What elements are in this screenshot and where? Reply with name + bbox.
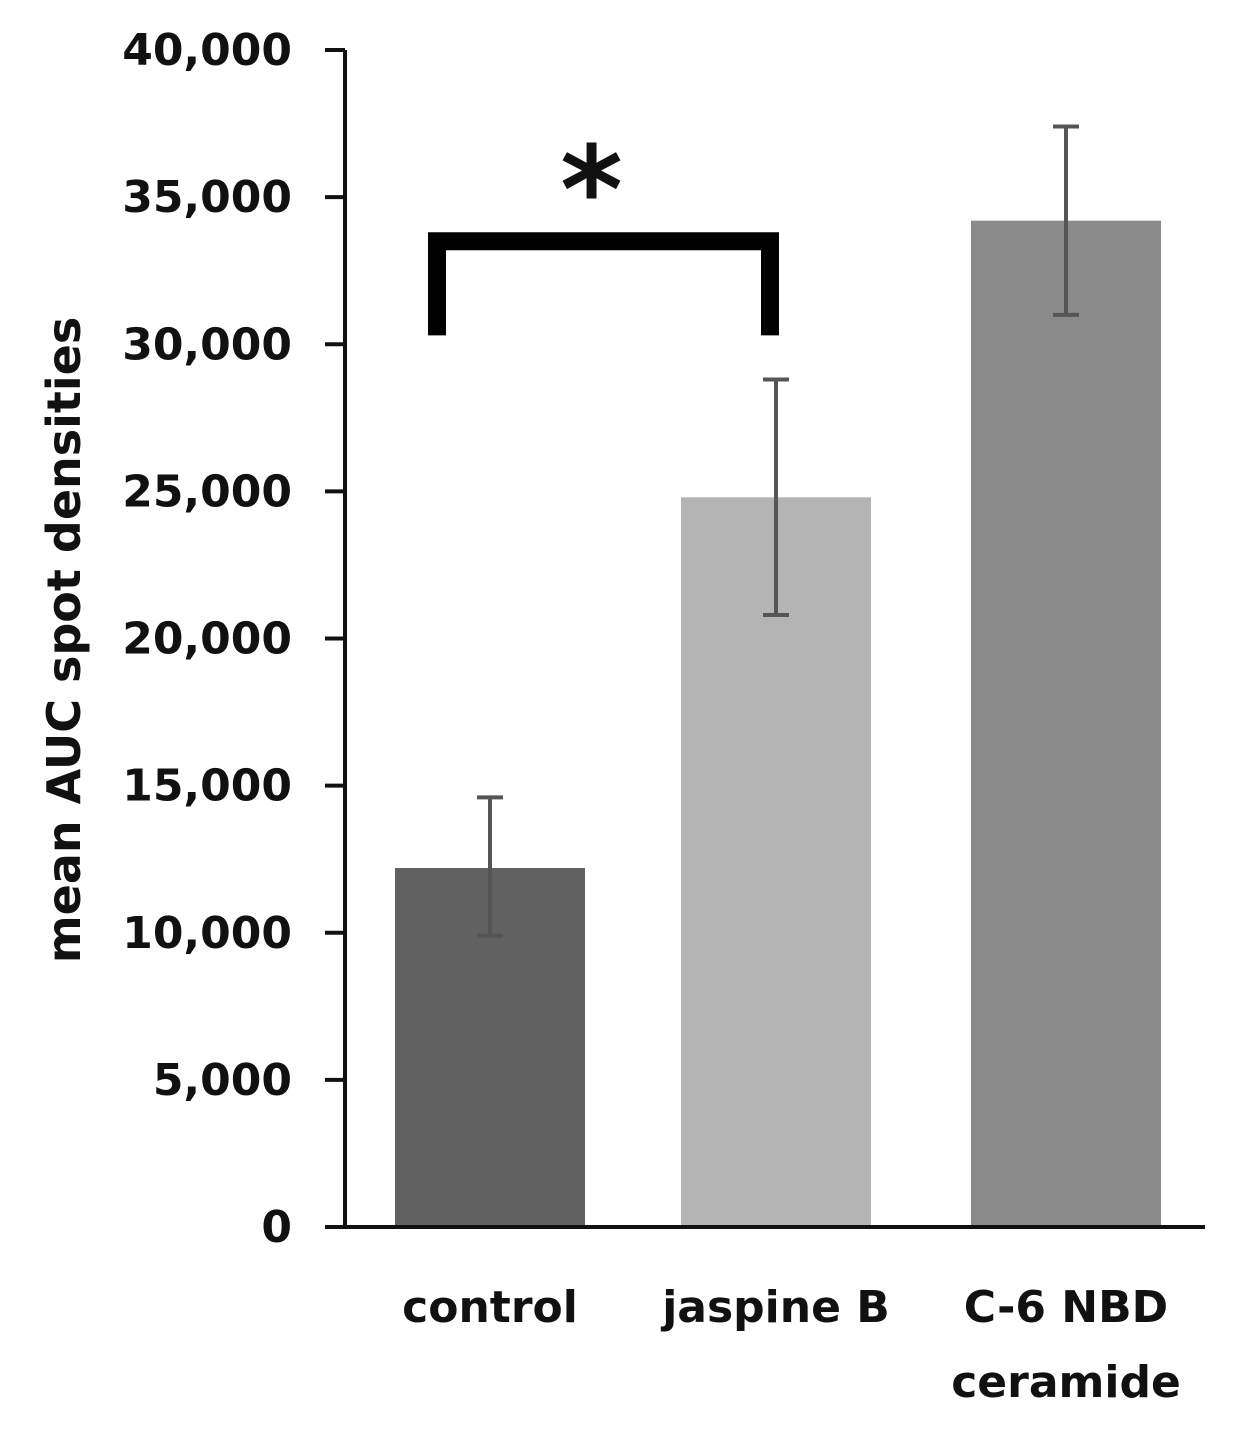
y-tick-label: 5,000 [153, 1055, 292, 1106]
x-category-label: ceramide [951, 1357, 1181, 1408]
bar-3 [971, 220, 1161, 1228]
y-tick-label: 0 [261, 1202, 292, 1253]
y-tick-label: 20,000 [122, 614, 292, 665]
bars-group [395, 220, 1161, 1228]
y-tick-label: 35,000 [122, 172, 292, 223]
y-tick-label: 30,000 [122, 319, 292, 370]
y-tick-label: 15,000 [122, 761, 292, 812]
bar-2 [681, 497, 871, 1227]
x-category-label: C-6 NBD [964, 1282, 1168, 1333]
significance-group: * [428, 122, 779, 336]
x-labels-group: control jaspine B C-6 NBD ceramide [402, 1282, 1181, 1408]
significance-bracket [428, 232, 779, 336]
y-axis-label: mean AUC spot densities [37, 317, 91, 964]
y-tick-label: 10,000 [122, 908, 292, 959]
x-category-label: jaspine B [660, 1282, 890, 1333]
y-tick-label: 40,000 [122, 25, 292, 76]
y-tick-label: 25,000 [122, 466, 292, 517]
significance-star: * [560, 122, 623, 261]
error-bars-group [477, 124, 1079, 938]
x-category-label: control [402, 1282, 578, 1333]
y-ticks-group: 0 5,000 10,000 15,000 20,000 25,000 30,000 35,0… [122, 25, 345, 1253]
